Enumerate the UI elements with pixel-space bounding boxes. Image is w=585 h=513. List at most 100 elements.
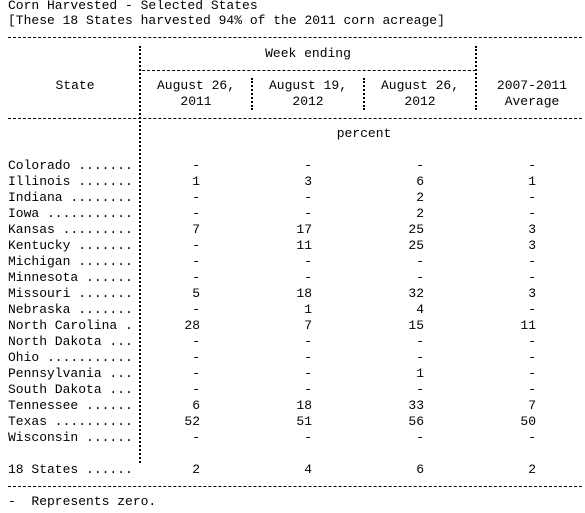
cell: - bbox=[416, 158, 424, 173]
cell: - bbox=[304, 350, 312, 365]
column-header: August 19, bbox=[268, 78, 348, 93]
cell: 6 bbox=[416, 462, 424, 477]
state-label: Colorado ....... bbox=[8, 158, 133, 173]
column-header: Average bbox=[504, 94, 560, 109]
cell: 1 bbox=[192, 174, 200, 189]
state-label: Kentucky ....... bbox=[8, 238, 133, 253]
cell: - bbox=[304, 430, 312, 445]
rule bbox=[8, 118, 582, 119]
cell: 3 bbox=[528, 286, 536, 301]
cell: - bbox=[192, 190, 200, 205]
cell: 6 bbox=[416, 174, 424, 189]
unit-label: percent bbox=[336, 126, 392, 141]
cell: - bbox=[528, 350, 536, 365]
cell: 6 bbox=[192, 398, 200, 413]
cell: - bbox=[304, 366, 312, 381]
cell: - bbox=[192, 334, 200, 349]
column-header: State bbox=[55, 78, 95, 93]
cell: 4 bbox=[416, 302, 424, 317]
cell: 2 bbox=[416, 190, 424, 205]
cell: 2 bbox=[528, 462, 536, 477]
state-label: 18 States ...... bbox=[8, 462, 133, 477]
cell: 28 bbox=[184, 318, 200, 333]
cell: - bbox=[192, 366, 200, 381]
column-divider bbox=[475, 46, 477, 110]
cell: 1 bbox=[416, 366, 424, 381]
cell: - bbox=[416, 350, 424, 365]
cell: 7 bbox=[192, 222, 200, 237]
column-header: 2011 bbox=[180, 94, 212, 109]
cell: 15 bbox=[408, 318, 424, 333]
cell: 7 bbox=[528, 398, 536, 413]
column-header: 2012 bbox=[404, 94, 436, 109]
state-label: Missouri ....... bbox=[8, 286, 133, 301]
cell: 32 bbox=[408, 286, 424, 301]
state-label: North Dakota ... bbox=[8, 334, 133, 349]
cell: - bbox=[416, 430, 424, 445]
cell: - bbox=[416, 270, 424, 285]
state-label: Texas .......... bbox=[8, 414, 133, 429]
title: Corn Harvested - Selected States bbox=[8, 0, 258, 13]
cell: - bbox=[528, 334, 536, 349]
cell: - bbox=[304, 254, 312, 269]
cell: - bbox=[192, 238, 200, 253]
column-divider bbox=[139, 46, 141, 463]
cell: - bbox=[528, 206, 536, 221]
column-header: August 26, bbox=[156, 78, 236, 93]
state-label: Nebraska ....... bbox=[8, 302, 133, 317]
cell: - bbox=[304, 270, 312, 285]
cell: 25 bbox=[408, 238, 424, 253]
column-header: 2007-2011 bbox=[496, 78, 568, 93]
state-label: Michigan ....... bbox=[8, 254, 133, 269]
state-label: Illinois ....... bbox=[8, 174, 133, 189]
state-label: Kansas ......... bbox=[8, 222, 133, 237]
cell: - bbox=[528, 366, 536, 381]
rule bbox=[142, 70, 476, 71]
state-label: Wisconsin ...... bbox=[8, 430, 133, 445]
cell: 11 bbox=[520, 318, 536, 333]
cell: - bbox=[192, 270, 200, 285]
cell: - bbox=[304, 206, 312, 221]
cell: - bbox=[192, 206, 200, 221]
cell: 17 bbox=[296, 222, 312, 237]
column-divider bbox=[363, 78, 365, 110]
cell: 7 bbox=[304, 318, 312, 333]
state-label: South Dakota ... bbox=[8, 382, 133, 397]
cell: 3 bbox=[304, 174, 312, 189]
cell: - bbox=[192, 302, 200, 317]
cell: 1 bbox=[528, 174, 536, 189]
cell: 25 bbox=[408, 222, 424, 237]
cell: 18 bbox=[296, 286, 312, 301]
cell: 5 bbox=[192, 286, 200, 301]
state-label: Ohio ........... bbox=[8, 350, 133, 365]
cell: - bbox=[192, 382, 200, 397]
cell: 2 bbox=[192, 462, 200, 477]
cell: - bbox=[528, 158, 536, 173]
state-label: Minnesota ...... bbox=[8, 270, 133, 285]
cell: 11 bbox=[296, 238, 312, 253]
column-header: August 26, bbox=[380, 78, 460, 93]
rule bbox=[8, 37, 582, 38]
cell: - bbox=[416, 254, 424, 269]
cell: - bbox=[528, 254, 536, 269]
cell: 50 bbox=[520, 414, 536, 429]
cell: 3 bbox=[528, 222, 536, 237]
cell: - bbox=[528, 270, 536, 285]
state-label: Iowa ........... bbox=[8, 206, 133, 221]
cell: - bbox=[304, 158, 312, 173]
cell: - bbox=[304, 382, 312, 397]
cell: - bbox=[528, 382, 536, 397]
cell: - bbox=[192, 350, 200, 365]
footnote: - Represents zero. bbox=[8, 494, 157, 509]
subtitle: [These 18 States harvested 94% of the 20… bbox=[8, 13, 445, 28]
cell: - bbox=[192, 254, 200, 269]
cell: - bbox=[192, 430, 200, 445]
cell: 52 bbox=[184, 414, 200, 429]
cell: - bbox=[416, 382, 424, 397]
rule bbox=[8, 486, 582, 487]
state-label: Pennsylvania ... bbox=[8, 366, 133, 381]
cell: 3 bbox=[528, 238, 536, 253]
cell: - bbox=[304, 190, 312, 205]
cell: 18 bbox=[296, 398, 312, 413]
